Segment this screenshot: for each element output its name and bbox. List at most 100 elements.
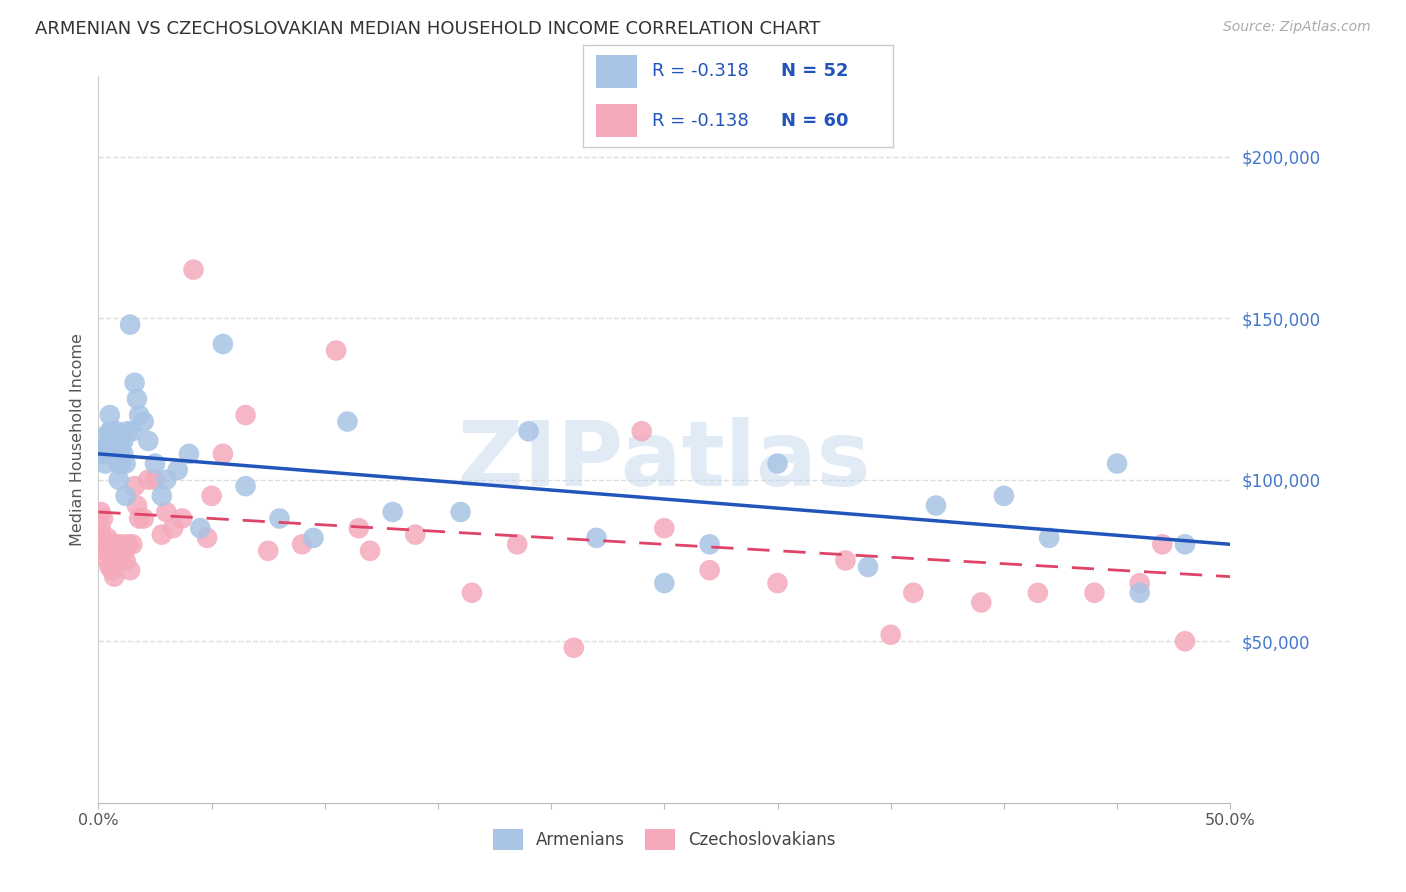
Point	[105, 553, 128, 567]
Point	[381, 505, 404, 519]
Point	[188, 521, 211, 535]
Point	[1083, 586, 1105, 600]
Point	[562, 640, 585, 655]
Point	[257, 543, 280, 558]
Point	[96, 447, 118, 461]
Point	[91, 531, 114, 545]
Point	[114, 489, 136, 503]
Point	[336, 415, 359, 429]
Point	[630, 424, 652, 438]
Point	[325, 343, 347, 358]
Point	[506, 537, 529, 551]
Point	[166, 463, 188, 477]
Point	[105, 537, 128, 551]
Point	[120, 563, 142, 577]
Point	[125, 392, 148, 406]
Point	[699, 563, 721, 577]
Point	[699, 537, 721, 551]
Point	[136, 473, 159, 487]
Point	[112, 447, 135, 461]
Point	[970, 595, 993, 609]
Point	[96, 553, 118, 567]
Point	[124, 376, 146, 390]
Point	[993, 489, 1015, 503]
Point	[177, 447, 200, 461]
Point	[96, 531, 118, 545]
Point	[155, 473, 177, 487]
Text: ZIPatlas: ZIPatlas	[458, 417, 870, 505]
Point	[114, 553, 136, 567]
Point	[201, 489, 224, 503]
Point	[90, 505, 112, 519]
Point	[103, 543, 125, 558]
Point	[110, 537, 132, 551]
Point	[98, 424, 121, 438]
Text: R = -0.138: R = -0.138	[651, 112, 748, 129]
Point	[101, 563, 124, 577]
Point	[143, 473, 166, 487]
Point	[269, 511, 291, 525]
Point	[155, 505, 177, 519]
Point	[1038, 531, 1060, 545]
Point	[98, 537, 121, 551]
Point	[103, 569, 125, 583]
Point	[128, 511, 150, 525]
Point	[1129, 576, 1152, 591]
Point	[235, 479, 257, 493]
Point	[112, 543, 135, 558]
Point	[121, 537, 143, 551]
Point	[94, 543, 117, 558]
Point	[94, 441, 117, 455]
Text: Source: ZipAtlas.com: Source: ZipAtlas.com	[1223, 20, 1371, 34]
Point	[120, 318, 142, 332]
Point	[105, 424, 128, 438]
Point	[114, 457, 136, 471]
Point	[105, 441, 128, 455]
Point	[124, 479, 146, 493]
Point	[101, 424, 124, 438]
Point	[1107, 457, 1129, 471]
Point	[880, 628, 903, 642]
Point	[1129, 586, 1152, 600]
Text: N = 60: N = 60	[782, 112, 849, 129]
Point	[652, 521, 676, 535]
Point	[1026, 586, 1049, 600]
Point	[94, 537, 117, 551]
Point	[117, 424, 139, 438]
Point	[1174, 537, 1197, 551]
Point	[766, 576, 789, 591]
Point	[212, 447, 235, 461]
Point	[766, 457, 789, 471]
Point	[94, 457, 117, 471]
Point	[107, 543, 129, 558]
Point	[121, 424, 143, 438]
Point	[1174, 634, 1197, 648]
Point	[162, 521, 184, 535]
Point	[347, 521, 370, 535]
Point	[132, 415, 155, 429]
Y-axis label: Median Household Income: Median Household Income	[69, 333, 84, 546]
FancyBboxPatch shape	[596, 104, 637, 137]
Text: N = 52: N = 52	[782, 62, 849, 80]
Point	[110, 441, 132, 455]
Point	[91, 511, 114, 525]
Point	[925, 499, 948, 513]
Legend: Armenians, Czechoslovakians: Armenians, Czechoslovakians	[486, 822, 842, 856]
Point	[150, 489, 173, 503]
Point	[461, 586, 484, 600]
Point	[143, 457, 166, 471]
Point	[117, 537, 139, 551]
Point	[125, 499, 148, 513]
Point	[585, 531, 607, 545]
Point	[212, 337, 235, 351]
Point	[302, 531, 325, 545]
Point	[98, 560, 121, 574]
Point	[107, 457, 129, 471]
Point	[150, 527, 173, 541]
Point	[98, 408, 121, 422]
Point	[652, 576, 676, 591]
Text: R = -0.318: R = -0.318	[651, 62, 748, 80]
Point	[183, 262, 205, 277]
Point	[101, 543, 124, 558]
Point	[404, 527, 426, 541]
